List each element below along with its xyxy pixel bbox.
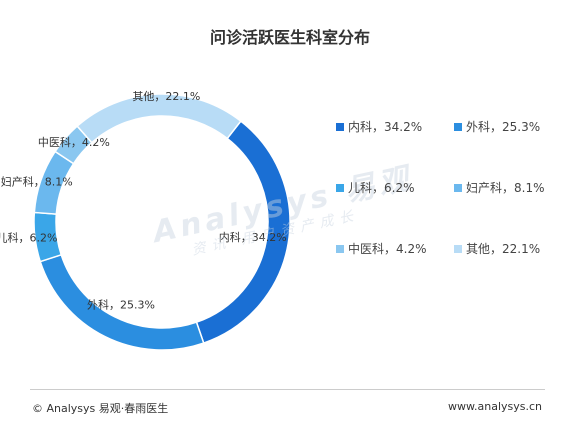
legend-label: 中医科，4.2% <box>348 242 427 256</box>
slice-label-妇产科: 妇产科，8.1% <box>1 174 73 188</box>
legend-item-内科: 内科，34.2% <box>336 118 422 135</box>
slice-label-其他: 其他，22.1% <box>132 90 200 103</box>
legend-swatch <box>454 183 462 192</box>
legend-item-外科: 外科，25.3% <box>454 118 540 135</box>
legend-label: 外科，25.3% <box>466 120 541 134</box>
slice-label-儿科: 儿科，6.2% <box>0 230 57 244</box>
slice-label-内科: 内科，34.2% <box>219 230 287 244</box>
footer-website: www.analysys.cn <box>448 400 542 413</box>
legend-item-妇产科: 妇产科，8.1% <box>454 179 545 196</box>
legend-swatch <box>336 244 344 253</box>
legend-item-其他: 其他，22.1% <box>454 240 540 257</box>
legend-swatch <box>336 183 344 192</box>
legend-swatch <box>454 122 462 131</box>
legend-swatch <box>336 122 344 131</box>
legend-item-儿科: 儿科，6.2% <box>336 179 415 196</box>
chart-title: 问诊活跃医生科室分布 <box>209 28 370 47</box>
legend-label: 儿科，6.2% <box>348 181 415 195</box>
slice-label-外科: 外科，25.3% <box>87 297 155 311</box>
footer-divider <box>30 389 545 390</box>
legend-label: 其他，22.1% <box>466 242 541 256</box>
legend-label: 内科，34.2% <box>348 120 423 134</box>
legend-item-中医科: 中医科，4.2% <box>336 240 427 257</box>
legend-swatch <box>454 244 462 253</box>
donut-slice-其他 <box>76 93 242 144</box>
legend-label: 妇产科，8.1% <box>466 181 545 195</box>
footer-source: © Analysys 易观·春雨医生 <box>32 402 169 415</box>
